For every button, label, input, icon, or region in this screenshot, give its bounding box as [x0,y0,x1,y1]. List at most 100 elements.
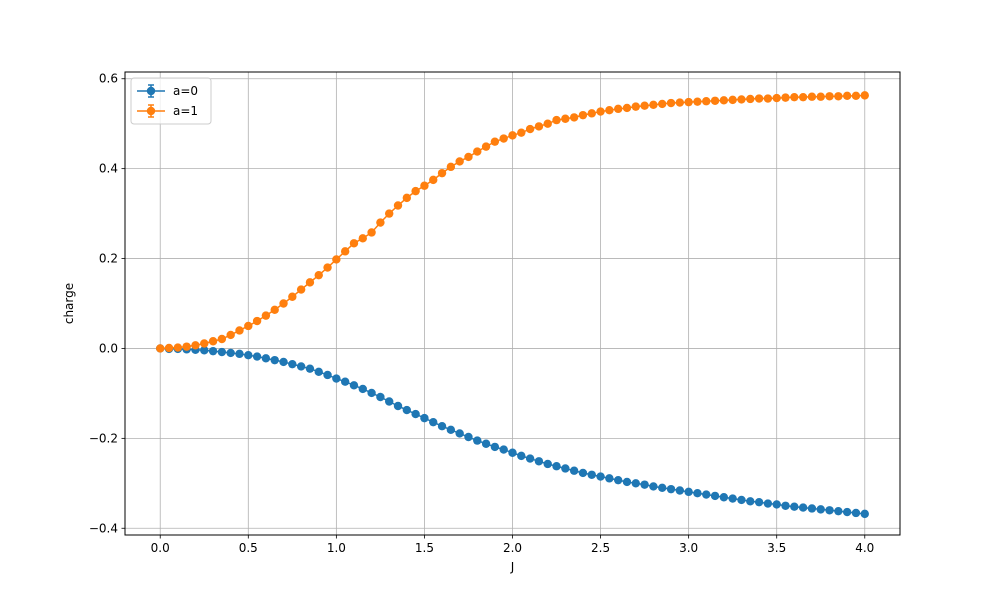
data-point [481,439,491,448]
y-tick-label: 0.6 [99,72,118,86]
x-axis-label: J [510,560,515,574]
data-point [702,97,711,106]
data-point [393,401,403,411]
legend-entry: a=0 [137,84,198,98]
data-point [446,425,456,435]
legend-marker [146,86,156,96]
x-tick-label: 2.0 [503,541,522,555]
data-point [208,337,218,346]
data-point [481,142,491,151]
data-point [490,137,500,146]
data-point [252,352,262,361]
data-point [754,497,764,507]
legend-entries: a=0a=1 [137,84,198,118]
data-point [631,479,640,488]
data-point [613,104,623,114]
data-point [499,134,508,143]
x-tick-label: 0.5 [239,541,258,555]
data-point [270,305,279,314]
data-point [587,109,596,118]
data-point [728,95,737,105]
data-point [851,91,861,101]
series-layer [156,91,869,519]
data-point [710,96,720,105]
data-point [543,459,552,469]
data-point [296,285,306,294]
data-point [772,93,781,103]
data-point [244,350,253,360]
data-point [244,321,253,331]
data-point [402,405,412,415]
data-point [402,193,412,203]
data-point [499,445,508,454]
data-point [279,357,288,367]
data-point [191,341,200,350]
data-point [561,464,570,473]
data-point [279,299,288,308]
data-point [340,247,350,256]
data-point [534,457,544,466]
data-point [455,157,464,166]
data-point [235,326,244,335]
data-point [288,359,297,369]
data-point [305,278,315,287]
data-point [658,99,667,109]
data-point [746,497,755,506]
data-point [173,343,183,352]
data-point [693,97,702,106]
data-point [473,147,482,156]
series-a=1 [156,91,869,353]
data-point [710,491,720,501]
data-point [675,98,685,107]
data-point [235,349,244,359]
y-axis: −0.4 −0.2 0.0 0.2 0.4 0.6 [89,72,125,535]
data-point [781,501,790,510]
legend-entry: a=1 [137,104,198,118]
data-point [358,234,367,243]
data-point [288,292,297,301]
data-point [798,503,808,512]
data-point [746,94,755,104]
data-point [437,422,447,431]
data-point [455,429,464,438]
x-tick-label: 1.0 [327,541,346,555]
legend: a=0a=1 [130,77,212,125]
data-point [411,409,420,419]
data-point [534,122,544,131]
data-point [420,181,429,190]
x-tick-label: 0.0 [151,541,170,555]
data-point [156,344,165,353]
data-point [508,131,517,140]
legend-box [130,77,212,125]
data-point [763,499,773,508]
data-point [332,255,341,264]
data-point [807,92,817,101]
y-tick-label: 0.2 [99,252,118,266]
data-point [464,432,473,442]
data-point [737,95,746,104]
data-point [613,475,623,485]
data-point [473,436,482,445]
data-point [552,115,561,125]
data-point [640,480,649,489]
data-point [217,334,227,344]
data-point [781,93,790,102]
data-point [376,218,385,227]
data-point [605,474,614,483]
data-point [816,505,825,514]
data-point [226,348,235,358]
data-point [596,472,605,481]
data-point [842,507,852,517]
data-point [323,263,332,272]
data-point [182,342,191,351]
data-point [464,152,473,162]
data-point [798,92,808,102]
data-point [737,495,746,505]
data-point [605,106,614,115]
y-tick-label: −0.4 [89,521,118,535]
data-point [261,311,271,320]
data-point [525,124,535,134]
data-point [543,119,552,128]
data-point [314,367,323,377]
